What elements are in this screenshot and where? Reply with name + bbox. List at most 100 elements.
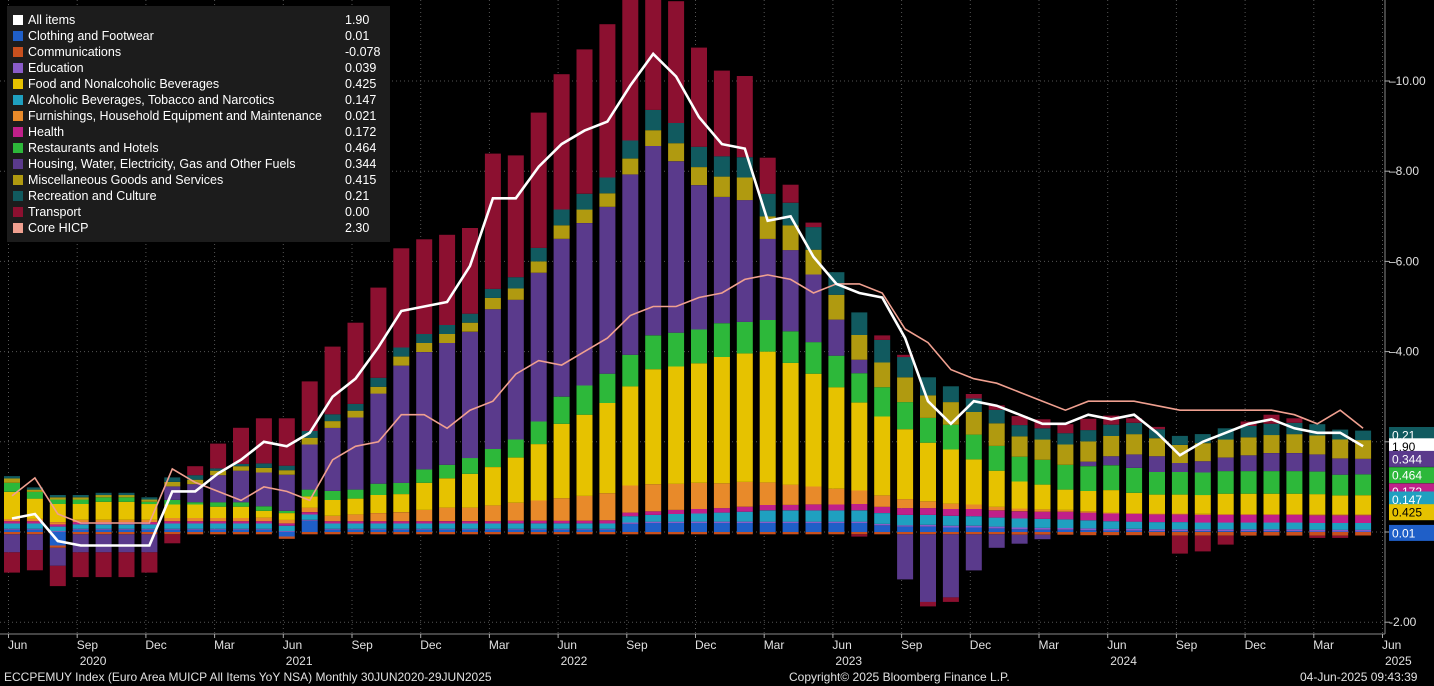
bar-alcoholic-beverages-tobacco-and-narcotics [255,523,272,529]
bar-clothing-and-footwear [4,529,20,532]
bar-alcoholic-beverages-tobacco-and-narcotics [49,526,66,532]
bar-housing-water-electricity-gas-and-other-fuels [1217,457,1234,472]
bar-furnishings-household-equipment-and-maintenance [599,493,616,521]
bar-restaurants-and-hotels [530,421,547,445]
value-badge-text: 0.344 [1392,452,1422,466]
bar-furnishings-household-equipment-and-maintenance [72,519,89,523]
legend-item: Clothing and Footwear 0.01 [7,28,390,44]
bar-health [1034,511,1051,519]
bar-furnishings-household-equipment-and-maintenance [1286,514,1303,515]
bar-furnishings-household-equipment-and-maintenance [668,483,685,510]
legend-item: Alcoholic Beverages, Tobacco and Narcoti… [7,92,390,108]
bar-education [164,528,181,530]
bar-furnishings-household-equipment-and-maintenance [462,507,478,522]
bar-restaurants-and-hotels [1171,472,1188,495]
bar-communications [1057,532,1074,535]
bar-health [4,521,20,524]
legend-label: Miscellaneous Goods and Services [28,173,224,187]
legend-item: Food and Nonalcoholic Beverages 0.425 [7,76,390,92]
bar-communications [1103,532,1120,536]
bar-food-and-nonalcoholic-beverages [210,506,227,518]
bar-alcoholic-beverages-tobacco-and-narcotics [1194,522,1211,530]
bar-miscellaneous-goods-and-services [95,495,112,498]
bar-restaurants-and-hotels [49,499,66,504]
bar-transport [141,552,158,573]
bar-housing-water-electricity-gas-and-other-fuels [1126,454,1143,468]
legend-swatch [13,223,23,233]
value-badge-text: 0.464 [1392,469,1422,483]
bar-food-and-nonalcoholic-beverages [668,366,685,484]
bar-furnishings-household-equipment-and-maintenance [255,517,272,522]
bar-health [920,508,936,515]
bar-communications [187,532,204,535]
bar-recreation-and-culture [988,409,1005,424]
bar-transport [26,550,43,571]
bar-restaurants-and-hotels [874,387,891,417]
bar-health [370,521,387,524]
bar-furnishings-household-equipment-and-maintenance [95,519,112,523]
value-badge-bg [1389,524,1434,541]
bar-transport [668,1,685,124]
bar-health [49,524,66,527]
bar-recreation-and-culture [347,403,364,411]
bar-clothing-and-footwear [1240,531,1257,532]
bar-miscellaneous-goods-and-services [416,343,433,352]
bar-housing-water-electricity-gas-and-other-fuels [576,223,593,386]
bar-communications [782,532,799,535]
bar-communications [164,532,181,535]
bar-recreation-and-culture [278,465,295,471]
bar-miscellaneous-goods-and-services [874,362,891,388]
bar-education [278,531,295,532]
bar-housing-water-electricity-gas-and-other-fuels [897,534,914,580]
bar-communications [874,532,891,535]
bar-clothing-and-footwear [759,523,776,532]
bar-housing-water-electricity-gas-and-other-fuels [72,534,89,553]
bar-transport [324,346,341,415]
bar-food-and-nonalcoholic-beverages [1171,494,1188,514]
bar-restaurants-and-hotels [1194,472,1211,496]
bar-transport [1194,535,1211,552]
bar-clothing-and-footwear [828,523,845,532]
bar-education [141,528,158,530]
bar-food-and-nonalcoholic-beverages [874,416,891,496]
bar-education [530,528,547,530]
bar-recreation-and-culture [26,487,43,490]
bar-education [1309,529,1326,532]
bar-health [1103,513,1120,522]
bar-clothing-and-footwear [370,529,387,532]
bar-food-and-nonalcoholic-beverages [553,423,570,499]
bar-housing-water-electricity-gas-and-other-fuels [118,534,135,553]
value-badge: 0.344 [1389,450,1434,467]
bar-transport [187,466,204,476]
bar-alcoholic-beverages-tobacco-and-narcotics [1080,520,1097,529]
bar-miscellaneous-goods-and-services [1286,434,1303,453]
x-year-label: 2023 [835,654,862,668]
bar-education [72,528,89,530]
x-tick-label: Jun [832,638,851,652]
x-axis: Jun Sep Dec Mar Jun Sep Dec Mar Jun Sep Dec Mar Jun S… [8,634,1412,668]
bar-communications [897,532,914,535]
bar-recreation-and-culture [874,339,891,363]
bar-miscellaneous-goods-and-services [233,466,249,471]
legend-swatch [13,175,23,185]
bar-clothing-and-footwear [988,528,1005,532]
legend-value: 0.01 [345,29,370,43]
bar-communications [1355,532,1372,536]
bar-miscellaneous-goods-and-services [1149,438,1165,457]
bar-furnishings-household-equipment-and-maintenance [416,509,433,522]
bar-clothing-and-footwear [141,529,158,532]
bar-housing-water-electricity-gas-and-other-fuels [691,185,707,330]
legend-item: Housing, Water, Electricity, Gas and Oth… [7,156,390,172]
bar-communications [828,532,845,535]
bar-alcoholic-beverages-tobacco-and-narcotics [576,523,593,529]
bar-communications [668,532,685,535]
bar-housing-water-electricity-gas-and-other-fuels [1149,456,1165,472]
bar-furnishings-household-equipment-and-maintenance [1126,513,1143,514]
bar-alcoholic-beverages-tobacco-and-narcotics [507,523,524,529]
bar-alcoholic-beverages-tobacco-and-narcotics [668,514,685,522]
bar-clothing-and-footwear [118,529,135,532]
bar-alcoholic-beverages-tobacco-and-narcotics [1126,521,1143,529]
bar-communications [95,532,112,535]
bar-restaurants-and-hotels [920,417,936,443]
bar-health [1286,514,1303,523]
